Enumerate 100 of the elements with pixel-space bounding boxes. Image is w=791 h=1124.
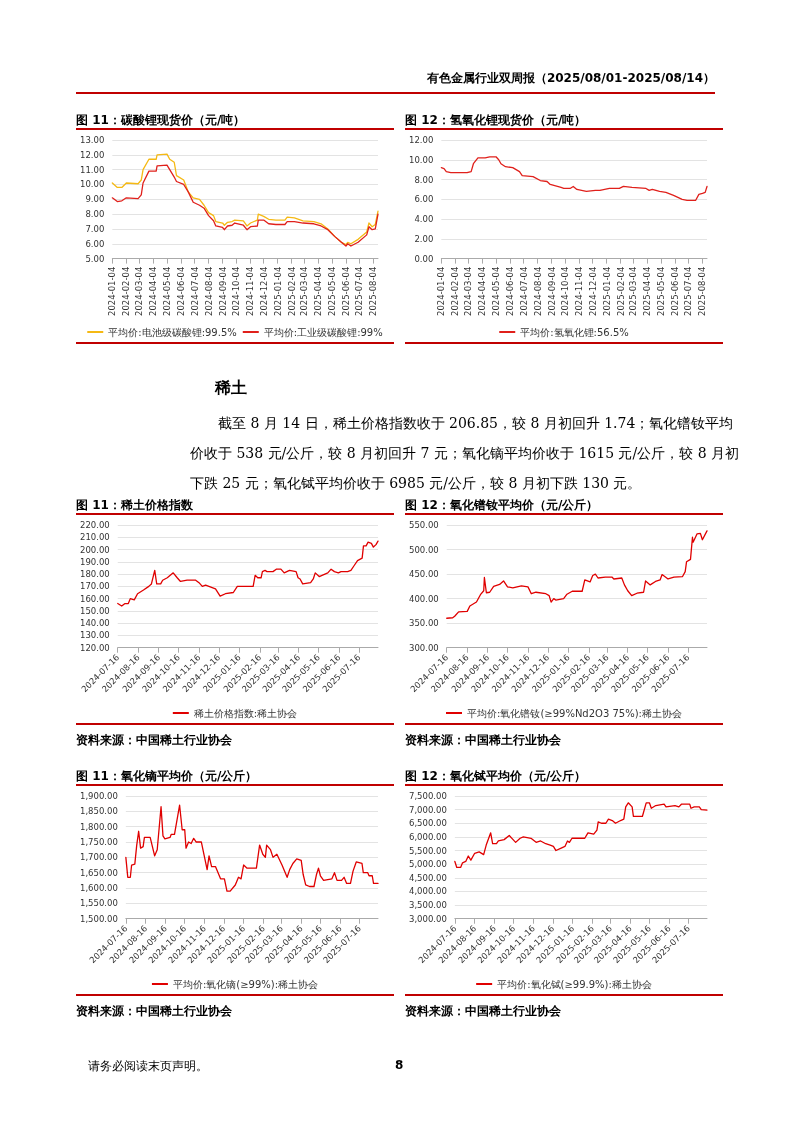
chart-title: 图 11：氧化镝平均价（元/公斤） bbox=[76, 768, 394, 786]
y-tick-label: 5,000.00 bbox=[408, 859, 447, 870]
y-tick-label: 7.00 bbox=[85, 223, 105, 234]
legend-label: 平均价:电池级碳酸锂:99.5% bbox=[108, 326, 237, 338]
y-tick-label: 12.00 bbox=[408, 135, 434, 145]
x-tick-label: 2025-07-04 bbox=[683, 266, 694, 317]
legend-label: 平均价:氢氧化锂:56.5% bbox=[520, 326, 629, 338]
y-tick-label: 300.00 bbox=[408, 642, 439, 653]
x-tick-label: 2024-02-04 bbox=[450, 266, 461, 317]
y-tick-label: 5,500.00 bbox=[408, 845, 447, 856]
x-tick-label: 2024-01-04 bbox=[107, 266, 118, 317]
y-tick-label: 160.00 bbox=[79, 593, 110, 604]
x-tick-label: 2024-04-04 bbox=[477, 266, 488, 317]
text: 截至 8 月 14 日，稀土价格指数收于 206.85，较 8 月初回升 1.74；氧化镨钕平均价收于 538 元/公斤，较 8 月初回升 7 元；氧化镝平均价收于 1615 元/公斤，较 8 月初下跌 25 元；氧化铽平均价收于 6985 元/公斤，较 8 月初下跌 130 元。 bbox=[190, 414, 740, 493]
y-tick-label: 400.00 bbox=[408, 593, 439, 604]
x-tick-label: 2025-04-04 bbox=[313, 266, 324, 317]
y-tick-label: 6,000.00 bbox=[408, 831, 447, 842]
y-tick-label: 3,500.00 bbox=[408, 900, 447, 911]
y-tick-label: 1,700.00 bbox=[79, 852, 118, 863]
y-tick-label: 9.00 bbox=[85, 194, 105, 205]
x-tick-label: 2024-03-04 bbox=[463, 266, 474, 317]
x-tick-label: 2025-02-04 bbox=[615, 266, 626, 317]
x-tick-label: 2024-06-04 bbox=[176, 266, 187, 317]
y-tick-label: 0.00 bbox=[414, 253, 434, 264]
y-tick-label: 450.00 bbox=[408, 569, 439, 580]
x-tick-label: 2024-09-04 bbox=[546, 266, 557, 317]
x-tick-label: 2025-03-04 bbox=[628, 266, 639, 317]
chart-title: 图 11：稀土价格指数 bbox=[76, 497, 394, 515]
y-tick-label: 180.00 bbox=[79, 569, 110, 580]
x-tick-label: 2024-07-04 bbox=[189, 266, 200, 317]
chart-title: 图 12：氧化铽平均价（元/公斤） bbox=[405, 768, 723, 786]
line-series bbox=[454, 802, 708, 869]
y-tick-label: 200.00 bbox=[79, 544, 110, 555]
x-tick-label: 2025-07-04 bbox=[354, 266, 365, 317]
y-tick-label: 1,800.00 bbox=[79, 821, 118, 832]
y-tick-label: 10.00 bbox=[408, 154, 434, 165]
x-tick-label: 2025-06-04 bbox=[669, 266, 680, 317]
line-series bbox=[125, 804, 379, 892]
x-tick-label: 2024-06-04 bbox=[505, 266, 516, 317]
y-tick-label: 7,500.00 bbox=[408, 791, 447, 801]
legend-label: 平均价:氧化镝(≥99%):稀土协会 bbox=[172, 978, 319, 990]
y-tick-label: 2.00 bbox=[414, 233, 434, 244]
y-tick-label: 120.00 bbox=[79, 642, 110, 653]
line-series bbox=[440, 156, 708, 201]
text: 稀土 bbox=[215, 378, 247, 399]
x-tick-label: 2024-08-04 bbox=[203, 266, 214, 317]
x-tick-label: 2025-01-04 bbox=[601, 266, 612, 317]
text: 资料来源：中国稀土行业协会 bbox=[405, 732, 561, 749]
y-tick-label: 6.00 bbox=[414, 194, 434, 205]
chart-title: 图 12：氢氧化锂现货价（元/吨） bbox=[405, 112, 723, 130]
y-tick-label: 1,600.00 bbox=[79, 883, 118, 894]
legend-label: 平均价:氧化镨钕(≥99%Nd2O3 75%):稀土协会 bbox=[467, 707, 682, 719]
chart-title: 图 11：碳酸锂现货价（元/吨） bbox=[76, 112, 394, 130]
x-tick-label: 2025-04-04 bbox=[642, 266, 653, 317]
x-tick-label: 2024-01-04 bbox=[436, 266, 447, 317]
y-tick-label: 4,000.00 bbox=[408, 886, 447, 897]
x-tick-label: 2025-08-04 bbox=[368, 266, 379, 317]
x-tick-label: 2024-07-04 bbox=[518, 266, 529, 317]
text: 资料来源：中国稀土行业协会 bbox=[76, 1003, 232, 1020]
y-tick-label: 8.00 bbox=[85, 209, 105, 220]
y-tick-label: 1,650.00 bbox=[79, 867, 118, 878]
line-series bbox=[117, 540, 379, 607]
y-tick-label: 6.00 bbox=[85, 238, 105, 249]
text: 资料来源：中国稀土行业协会 bbox=[405, 1003, 561, 1020]
chart-title: 图 12：氧化镨钕平均价（元/公斤） bbox=[405, 497, 723, 515]
y-tick-label: 210.00 bbox=[79, 532, 110, 543]
x-tick-label: 2024-12-04 bbox=[258, 266, 269, 317]
y-tick-label: 5.00 bbox=[85, 253, 105, 264]
y-tick-label: 3,000.00 bbox=[408, 913, 447, 924]
y-tick-label: 140.00 bbox=[79, 618, 110, 629]
legend-label: 平均价:氧化铽(≥99.9%):稀土协会 bbox=[497, 978, 652, 990]
x-tick-label: 2025-02-04 bbox=[286, 266, 297, 317]
x-tick-label: 2024-05-04 bbox=[491, 266, 501, 317]
y-tick-label: 13.00 bbox=[79, 135, 105, 145]
y-tick-label: 150.00 bbox=[79, 605, 110, 616]
y-tick-label: 500.00 bbox=[408, 544, 439, 555]
x-tick-label: 2024-05-04 bbox=[162, 266, 172, 317]
x-tick-label: 2025-01-04 bbox=[272, 266, 283, 317]
x-tick-label: 2025-06-04 bbox=[340, 266, 351, 317]
line-series bbox=[446, 530, 708, 619]
y-tick-label: 4.00 bbox=[414, 214, 434, 225]
text: 请务必阅读末页声明。 bbox=[88, 1058, 208, 1075]
y-tick-label: 1,750.00 bbox=[79, 837, 118, 848]
x-tick-label: 2025-08-04 bbox=[697, 266, 708, 317]
y-tick-label: 6,500.00 bbox=[408, 818, 447, 829]
y-tick-label: 170.00 bbox=[79, 581, 110, 592]
y-tick-label: 190.00 bbox=[79, 556, 110, 567]
y-tick-label: 11.00 bbox=[79, 164, 105, 175]
y-tick-label: 350.00 bbox=[408, 618, 439, 629]
x-tick-label: 2024-11-04 bbox=[574, 266, 585, 317]
y-tick-label: 10.00 bbox=[79, 179, 105, 190]
text: 有色金属行业双周报（2025/08/01-2025/08/14） bbox=[76, 70, 715, 94]
y-tick-label: 550.00 bbox=[408, 520, 439, 530]
x-tick-label: 2024-03-04 bbox=[134, 266, 145, 317]
y-tick-label: 1,500.00 bbox=[79, 913, 118, 924]
legend-label: 稀土价格指数:稀土协会 bbox=[193, 707, 298, 719]
x-tick-label: 2024-10-04 bbox=[560, 266, 571, 317]
x-tick-label: 2025-05-04 bbox=[326, 266, 337, 317]
y-tick-label: 1,550.00 bbox=[79, 898, 118, 909]
x-tick-label: 2024-08-04 bbox=[532, 266, 543, 317]
